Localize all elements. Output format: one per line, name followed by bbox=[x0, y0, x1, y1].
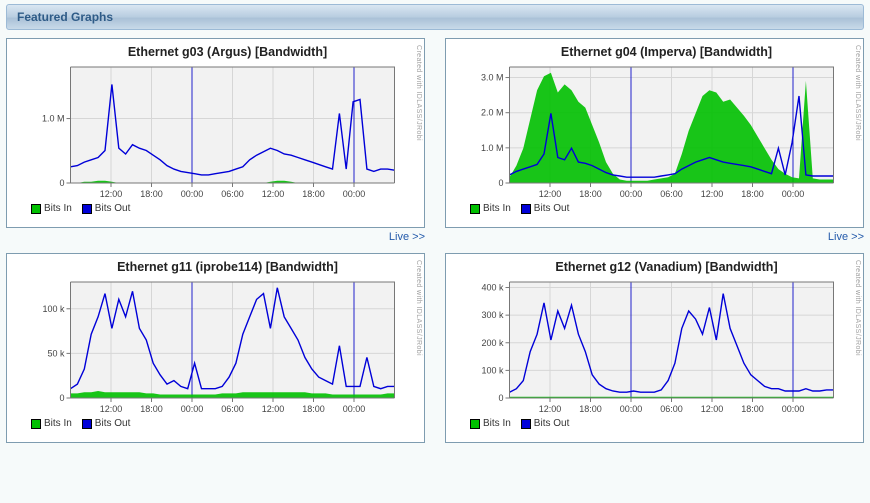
graph-cell-g12: Created with IDLASS/JRobiEthernet g12 (V… bbox=[445, 253, 864, 443]
legend-bits-out: Bits Out bbox=[521, 418, 570, 429]
svg-text:00:00: 00:00 bbox=[343, 404, 366, 414]
legend-label-in: Bits In bbox=[44, 203, 72, 214]
svg-text:00:00: 00:00 bbox=[181, 404, 204, 414]
svg-text:0: 0 bbox=[59, 178, 64, 188]
svg-text:18:00: 18:00 bbox=[741, 189, 764, 199]
svg-text:12:00: 12:00 bbox=[539, 189, 562, 199]
svg-text:06:00: 06:00 bbox=[660, 404, 683, 414]
svg-text:12:00: 12:00 bbox=[100, 404, 123, 414]
svg-text:12:00: 12:00 bbox=[701, 189, 724, 199]
graph-cell-g11: Created with IDLASS/JRobiEthernet g11 (i… bbox=[6, 253, 425, 443]
svg-text:100 k: 100 k bbox=[481, 365, 504, 375]
svg-text:00:00: 00:00 bbox=[782, 189, 805, 199]
legend: Bits In Bits Out bbox=[11, 203, 414, 214]
watermark-text: Created with IDLASS/JRobi bbox=[854, 260, 861, 418]
watermark-text: Created with IDLASS/JRobi bbox=[854, 45, 861, 203]
svg-text:00:00: 00:00 bbox=[782, 404, 805, 414]
svg-text:18:00: 18:00 bbox=[140, 189, 163, 199]
legend-swatch-out bbox=[82, 204, 92, 214]
graph-title: Ethernet g03 (Argus) [Bandwidth] bbox=[41, 45, 414, 59]
svg-text:100 k: 100 k bbox=[42, 304, 65, 314]
graph-title: Ethernet g04 (Imperva) [Bandwidth] bbox=[480, 45, 853, 59]
legend: Bits In Bits Out bbox=[11, 418, 414, 429]
legend-bits-out: Bits Out bbox=[82, 203, 131, 214]
svg-text:1.0 M: 1.0 M bbox=[42, 114, 65, 124]
legend-swatch-out bbox=[82, 419, 92, 429]
watermark-text: Created with IDLASS/JRobi bbox=[415, 260, 422, 418]
graph-box-g12[interactable]: Created with IDLASS/JRobiEthernet g12 (V… bbox=[445, 253, 864, 443]
svg-text:18:00: 18:00 bbox=[302, 404, 325, 414]
live-link-row: Live >> bbox=[6, 228, 425, 249]
graph-box-g04[interactable]: Created with IDLASS/JRobiEthernet g04 (I… bbox=[445, 38, 864, 228]
legend-swatch-out bbox=[521, 204, 531, 214]
legend-bits-out: Bits Out bbox=[82, 418, 131, 429]
svg-text:2.0 M: 2.0 M bbox=[481, 108, 504, 118]
graph-cell-g03: Created with IDLASS/JRobiEthernet g03 (A… bbox=[6, 38, 425, 249]
svg-text:06:00: 06:00 bbox=[660, 189, 683, 199]
graph-title: Ethernet g11 (iprobe114) [Bandwidth] bbox=[41, 260, 414, 274]
live-link[interactable]: Live >> bbox=[389, 231, 425, 243]
svg-text:1.0 M: 1.0 M bbox=[481, 143, 504, 153]
section-title: Featured Graphs bbox=[17, 10, 113, 24]
svg-text:400 k: 400 k bbox=[481, 283, 504, 293]
chart-g04: 0 1.0 M 2.0 M 3.0 M 12:00 18:00 00:00 06:00 12:0… bbox=[450, 61, 853, 201]
svg-text:0: 0 bbox=[498, 178, 503, 188]
legend: Bits In Bits Out bbox=[450, 203, 853, 214]
legend-swatch-in bbox=[470, 419, 480, 429]
svg-text:00:00: 00:00 bbox=[343, 189, 366, 199]
svg-text:12:00: 12:00 bbox=[262, 404, 285, 414]
svg-text:18:00: 18:00 bbox=[579, 189, 602, 199]
legend-bits-in: Bits In bbox=[470, 203, 511, 214]
svg-text:3.0 M: 3.0 M bbox=[481, 73, 504, 83]
svg-text:18:00: 18:00 bbox=[302, 189, 325, 199]
svg-text:50 k: 50 k bbox=[47, 348, 65, 358]
legend-label-out: Bits Out bbox=[95, 418, 131, 429]
legend-bits-in: Bits In bbox=[31, 203, 72, 214]
legend-label-out: Bits Out bbox=[534, 418, 570, 429]
graph-cell-g04: Created with IDLASS/JRobiEthernet g04 (I… bbox=[445, 38, 864, 249]
legend-swatch-out bbox=[521, 419, 531, 429]
svg-text:12:00: 12:00 bbox=[701, 404, 724, 414]
legend-label-in: Bits In bbox=[483, 418, 511, 429]
svg-text:300 k: 300 k bbox=[481, 310, 504, 320]
legend-swatch-in bbox=[470, 204, 480, 214]
legend-swatch-in bbox=[31, 419, 41, 429]
svg-text:06:00: 06:00 bbox=[221, 189, 244, 199]
svg-text:0: 0 bbox=[59, 393, 64, 403]
legend-bits-in: Bits In bbox=[470, 418, 511, 429]
live-link[interactable]: Live >> bbox=[828, 231, 864, 243]
svg-text:18:00: 18:00 bbox=[140, 404, 163, 414]
svg-text:0: 0 bbox=[498, 393, 503, 403]
svg-text:18:00: 18:00 bbox=[741, 404, 764, 414]
section-header: Featured Graphs bbox=[6, 4, 864, 30]
graph-title: Ethernet g12 (Vanadium) [Bandwidth] bbox=[480, 260, 853, 274]
graph-box-g11[interactable]: Created with IDLASS/JRobiEthernet g11 (i… bbox=[6, 253, 425, 443]
legend-label-out: Bits Out bbox=[534, 203, 570, 214]
svg-text:06:00: 06:00 bbox=[221, 404, 244, 414]
svg-text:00:00: 00:00 bbox=[620, 404, 643, 414]
graphs-grid: Created with IDLASS/JRobiEthernet g03 (A… bbox=[6, 38, 864, 443]
svg-text:18:00: 18:00 bbox=[579, 404, 602, 414]
svg-text:12:00: 12:00 bbox=[262, 189, 285, 199]
legend: Bits In Bits Out bbox=[450, 418, 853, 429]
live-link-row: Live >> bbox=[445, 228, 864, 249]
chart-g12: 0 100 k 200 k 300 k 400 k 12:00 18:00 00:00 06:0… bbox=[450, 276, 853, 416]
svg-text:12:00: 12:00 bbox=[539, 404, 562, 414]
chart-g03: 0 1.0 M 12:00 18:00 00:00 06:00 12:00 18:00 00:0… bbox=[11, 61, 414, 201]
svg-text:00:00: 00:00 bbox=[181, 189, 204, 199]
svg-text:200 k: 200 k bbox=[481, 338, 504, 348]
legend-label-in: Bits In bbox=[483, 203, 511, 214]
watermark-text: Created with IDLASS/JRobi bbox=[415, 45, 422, 203]
legend-label-in: Bits In bbox=[44, 418, 72, 429]
legend-bits-out: Bits Out bbox=[521, 203, 570, 214]
svg-text:00:00: 00:00 bbox=[620, 189, 643, 199]
legend-swatch-in bbox=[31, 204, 41, 214]
svg-text:12:00: 12:00 bbox=[100, 189, 123, 199]
legend-bits-in: Bits In bbox=[31, 418, 72, 429]
chart-g11: 0 50 k 100 k 12:00 18:00 00:00 06:00 12:00 18:00… bbox=[11, 276, 414, 416]
graph-box-g03[interactable]: Created with IDLASS/JRobiEthernet g03 (A… bbox=[6, 38, 425, 228]
legend-label-out: Bits Out bbox=[95, 203, 131, 214]
